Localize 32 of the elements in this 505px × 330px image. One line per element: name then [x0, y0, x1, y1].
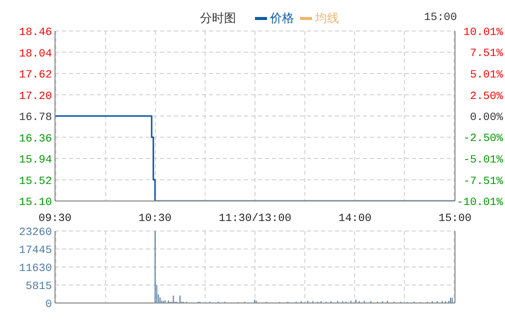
- y-tick-label: 15.10: [18, 197, 52, 209]
- x-tick-label: 15:00: [438, 213, 472, 225]
- legend-label: 均线: [314, 11, 339, 27]
- y2-tick-label: 2.50%: [470, 90, 504, 103]
- y-tick-label: 17445: [18, 245, 52, 257]
- y-tick-label: 18.04: [18, 48, 52, 60]
- y-tick-label: 5815: [26, 281, 52, 293]
- text: 15:00: [424, 12, 458, 24]
- y-tick-label: 15.52: [18, 176, 52, 188]
- y-tick-label: 17.20: [18, 90, 52, 103]
- y-tick-label: 23260: [18, 227, 52, 239]
- y-tick-label: 16.78: [18, 112, 52, 124]
- y2-tick-label: 0.00%: [470, 112, 504, 124]
- y-tick-label: 0: [45, 299, 52, 311]
- y-tick-label: 16.36: [18, 133, 52, 146]
- y-tick-label: 11630: [18, 263, 52, 275]
- y-tick-label: 15.94: [18, 154, 52, 166]
- y2-tick-label: -10.01%: [456, 197, 504, 209]
- y2-tick-label: -7.51%: [463, 176, 504, 188]
- y2-tick-label: -2.50%: [463, 133, 504, 146]
- x-tick-label: 14:00: [338, 213, 372, 225]
- y2-tick-label: 7.51%: [470, 48, 504, 60]
- y2-tick-label: -5.01%: [463, 154, 504, 167]
- legend-label: 价格: [269, 11, 294, 27]
- chart-title: 分时图: [200, 11, 236, 27]
- y-tick-label: 18.46: [18, 27, 52, 39]
- x-tick-label: 09:30: [38, 213, 72, 225]
- x-tick-label: 10:30: [138, 213, 172, 225]
- x-tick-label: 11:30/13:00: [218, 213, 292, 225]
- y-tick-label: 17.62: [18, 70, 52, 82]
- y2-tick-label: 5.01%: [470, 69, 504, 82]
- y2-tick-label: 10.01%: [463, 27, 504, 39]
